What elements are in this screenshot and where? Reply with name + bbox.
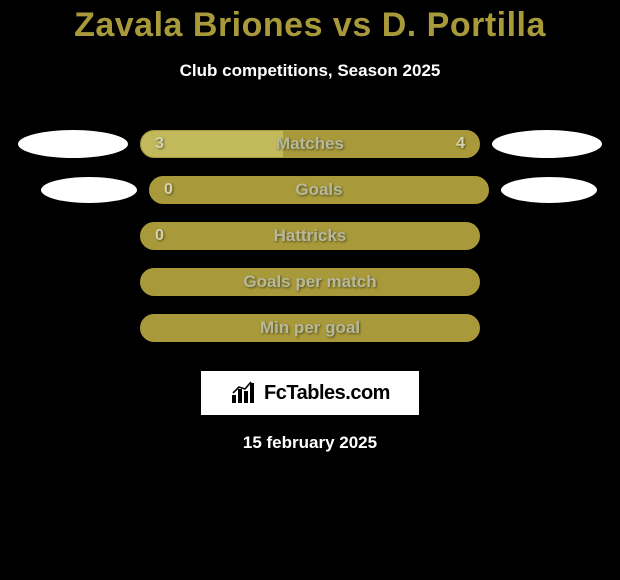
- stat-row: Hattricks 0: [0, 213, 620, 259]
- source-logo: FcTables.com: [201, 371, 419, 415]
- stat-label: Matches: [276, 134, 344, 154]
- stat-bar: Matches 3 4: [140, 130, 480, 158]
- stat-label: Min per goal: [260, 318, 360, 338]
- stat-bar: Min per goal: [140, 314, 480, 342]
- spacer: [18, 268, 128, 296]
- stat-row: Goals per match: [0, 259, 620, 305]
- player-right-marker: [501, 177, 597, 203]
- spacer: [492, 222, 602, 250]
- stat-value-right: 4: [456, 135, 465, 153]
- player-left-marker: [18, 130, 128, 158]
- bars-icon: [230, 381, 260, 405]
- spacer: [18, 314, 128, 342]
- comparison-title: Zavala Briones vs D. Portilla: [0, 0, 620, 45]
- stat-label: Goals per match: [243, 272, 376, 292]
- comparison-subtitle: Club competitions, Season 2025: [0, 61, 620, 81]
- stat-bar: Hattricks 0: [140, 222, 480, 250]
- comparison-date: 15 february 2025: [0, 433, 620, 453]
- spacer: [492, 268, 602, 296]
- stat-value-left: 0: [164, 181, 173, 199]
- stat-row: Min per goal: [0, 305, 620, 351]
- logo-text: FcTables.com: [264, 382, 390, 405]
- spacer: [18, 222, 128, 250]
- stat-row: Matches 3 4: [0, 121, 620, 167]
- player-right-marker: [492, 130, 602, 158]
- stat-label: Goals: [295, 180, 342, 200]
- stat-bar: Goals 0: [149, 176, 489, 204]
- player-left-marker: [41, 177, 137, 203]
- stats-rows: Matches 3 4 Goals 0 Hattricks 0 Goals per match…: [0, 121, 620, 351]
- spacer: [492, 314, 602, 342]
- stat-bar: Goals per match: [140, 268, 480, 296]
- stat-value-left: 0: [155, 227, 164, 245]
- stat-value-left: 3: [155, 135, 164, 153]
- stat-row: Goals 0: [0, 167, 620, 213]
- stat-label: Hattricks: [274, 226, 347, 246]
